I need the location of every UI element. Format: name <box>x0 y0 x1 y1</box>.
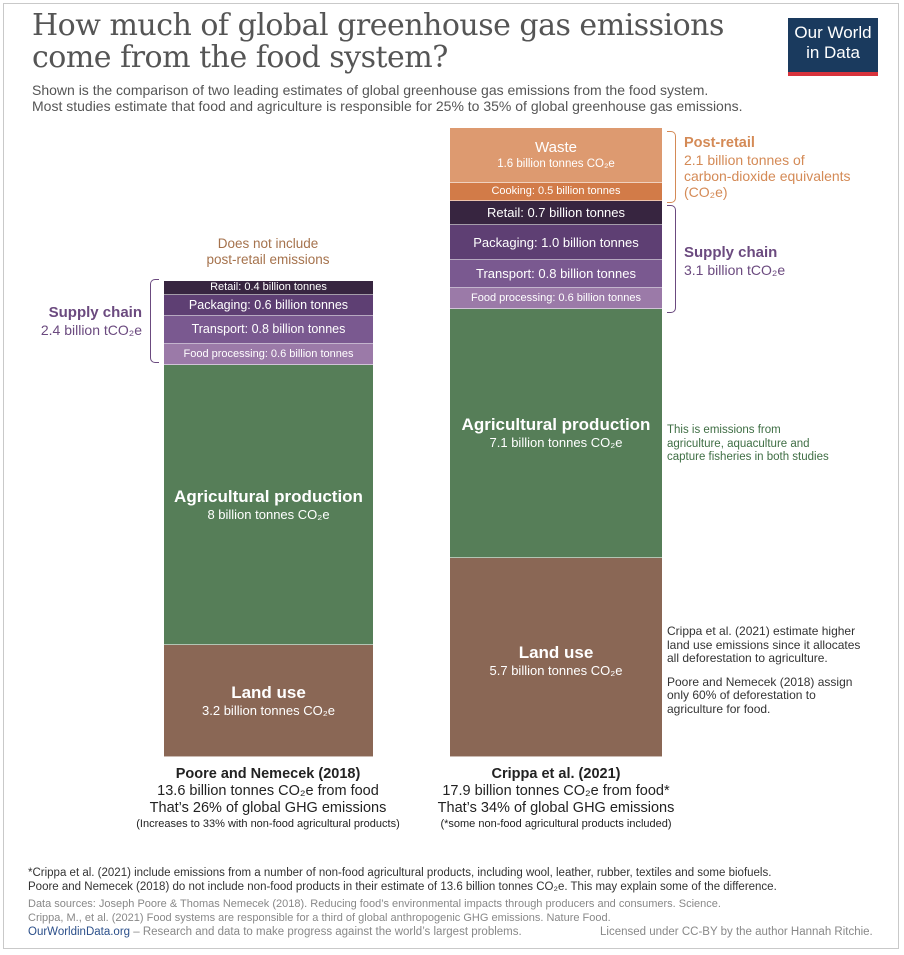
segment-label: Cooking: 0.5 billion tonnes <box>491 185 621 198</box>
sources-poore: Joseph Poore & Thomas Nemecek (2018). Re… <box>98 898 721 910</box>
bar-caption-crippa-line-3: (*some non-food agricultural products in… <box>440 818 672 830</box>
right-supply-chain-title: Supply chain <box>684 244 778 261</box>
bar-caption-crippa-name: Crippa et al. (2021) <box>491 766 621 782</box>
bar-segment-food-processing: Food processing: 0.6 billion tonnes <box>164 344 373 366</box>
land-use-note-2-line-1: Poore and Nemecek (2018) assign <box>667 674 853 689</box>
segment-value-label: 8 billion tonnes CO₂e <box>207 506 330 522</box>
site-link[interactable]: OurWorldinData.org <box>28 926 131 938</box>
segment-value-label: 5.7 billion tonnes CO₂e <box>489 662 623 678</box>
left-supply-chain-brace <box>150 279 159 363</box>
segment-label: Packaging: 0.6 billion tonnes <box>188 297 349 312</box>
right-supply-chain-brace <box>667 205 676 313</box>
segment-title: Land use <box>231 682 306 702</box>
post-retail-brace <box>667 131 676 203</box>
segment-label: Food processing: 0.6 billion tonnes <box>183 347 354 360</box>
no-post-retail-line-2: post-retail emissions <box>206 252 330 267</box>
segment-title: Waste <box>535 138 577 156</box>
right-supply-chain-value: 3.1 billion tCO₂e <box>684 262 786 278</box>
footer-sources-2: Crippa, M., et al. (2021) Food systems a… <box>28 912 611 924</box>
bar-caption-poore: Poore and Nemecek (2018) 13.6 billion to… <box>110 766 426 831</box>
logo-red-bar <box>788 72 878 76</box>
site-tagline: – Research and data to make progress aga… <box>130 926 522 938</box>
bar-segment-food-processing: Food processing: 0.6 billion tonnes <box>450 288 662 310</box>
owid-logo[interactable]: Our World in Data <box>788 18 878 76</box>
bar-caption-poore-line-2: That’s 26% of global GHG emissions <box>149 800 387 816</box>
left-supply-chain-value: 2.4 billion tCO₂e <box>40 322 142 338</box>
bar-segment-transport: Transport: 0.8 billion tonnes <box>450 260 662 289</box>
bar-segment-transport: Transport: 0.8 billion tonnes <box>164 316 373 345</box>
segment-title: Land use <box>518 642 594 662</box>
agri-note-line-3: capture fisheries in both studies <box>667 451 829 463</box>
bar-segment-packaging: Packaging: 0.6 billion tonnes <box>164 295 373 317</box>
logo-line-1: Our World <box>794 23 872 42</box>
logo-line-2: in Data <box>806 43 860 62</box>
bar-caption-crippa-line-1: 17.9 billion tonnes CO₂e from food* <box>442 783 670 799</box>
bar-segment-agricultural: Agricultural production 8 billion tonnes … <box>164 365 373 646</box>
segment-label: Transport: 0.8 billion tonnes <box>476 266 636 282</box>
subtitle-line-1: Shown is the comparison of two leading e… <box>32 82 709 98</box>
footer-note-1: *Crippa et al. (2021) include emissions … <box>28 867 772 879</box>
agri-production-note: This is emissions from agriculture, aqua… <box>667 424 887 465</box>
figure-frame <box>3 3 899 949</box>
land-use-note-2-line-2: only 60% of deforestation to <box>667 688 816 702</box>
bar-caption-poore-name: Poore and Nemecek (2018) <box>175 766 361 782</box>
footer-sources-1: Data sources: Joseph Poore & Thomas Neme… <box>28 897 721 911</box>
land-use-note-1-line-1: Crippa et al. (2021) estimate higher <box>667 624 856 638</box>
bar-segment-land-use: Land use 3.2 billion tonnes CO₂e <box>164 645 373 757</box>
subtitle-line-2: Most studies estimate that food and agri… <box>32 98 743 114</box>
segment-value-label: 7.1 billion tonnes CO₂e <box>489 435 623 451</box>
sources-prefix: Data sources: <box>28 898 99 910</box>
bar-segment-cooking: Cooking: 0.5 billion tonnes <box>450 183 662 201</box>
agri-note-line-2: agriculture, aquaculture and <box>667 437 810 450</box>
license-text[interactable]: Licensed under CC-BY by the author Hanna… <box>600 926 873 938</box>
bar-caption-crippa: Crippa et al. (2021) 17.9 billion tonnes… <box>400 766 712 831</box>
bar-segment-retail: Retail: 0.4 billion tonnes <box>164 281 373 296</box>
footer-note-2: Poore and Nemecek (2018) do not include … <box>28 881 777 893</box>
segment-label: Packaging: 1.0 billion tonnes <box>473 234 639 250</box>
post-retail-title: Post-retail <box>684 135 755 151</box>
land-use-note-1-line-2: land use emissions since it allocates <box>667 637 861 652</box>
left-supply-chain-label: Supply chain 2.4 billion tCO₂e <box>12 304 142 339</box>
segment-title: Agricultural production <box>174 486 363 506</box>
bar-segment-agricultural: Agricultural production 7.1 billion tonne… <box>450 309 662 558</box>
no-post-retail-line-1: Does not include <box>217 236 319 251</box>
land-use-note-1-line-3: all deforestation to agriculture. <box>667 651 828 665</box>
segment-title: Agricultural production <box>461 415 651 435</box>
bar-caption-crippa-line-2: That’s 34% of global GHG emissions <box>437 800 675 816</box>
bar-segment-packaging: Packaging: 1.0 billion tonnes <box>450 225 662 261</box>
bar-segment-waste: Waste 1.6 billion tonnes CO₂e <box>450 127 662 184</box>
left-supply-chain-title: Supply chain <box>48 304 142 321</box>
segment-label: Food processing: 0.6 billion tonnes <box>471 291 641 304</box>
land-use-note: Crippa et al. (2021) estimate higher lan… <box>667 624 897 716</box>
segment-label: Retail: 0.7 billion tonnes <box>486 205 626 221</box>
post-retail-line-2: carbon-dioxide equivalents <box>684 168 851 184</box>
chart-title: How much of global greenhouse gas emissi… <box>32 8 724 75</box>
no-post-retail-note: Does not include post-retail emissions <box>188 236 348 268</box>
land-use-note-2-line-3: agriculture for food. <box>667 701 771 716</box>
chart-subtitle: Shown is the comparison of two leading e… <box>32 82 852 114</box>
segment-label: Transport: 0.8 billion tonnes <box>191 322 346 337</box>
segment-value-label: 3.2 billion tonnes CO₂e <box>202 702 335 718</box>
post-retail-line-3: (CO₂e) <box>684 184 728 200</box>
segment-value-label: 1.6 billion tonnes CO₂e <box>497 157 615 170</box>
post-retail-line-1: 2.1 billion tonnes of <box>684 152 805 168</box>
bar-caption-poore-line-1: 13.6 billion tonnes CO₂e from food <box>157 783 379 799</box>
bar-segment-retail: Retail: 0.7 billion tonnes <box>450 200 662 226</box>
right-supply-chain-label: Supply chain 3.1 billion tCO₂e <box>684 244 884 279</box>
agri-note-line-1: This is emissions from <box>667 424 781 436</box>
segment-label: Retail: 0.4 billion tonnes <box>210 281 327 294</box>
footer-site-line: OurWorldinData.org – Research and data t… <box>28 925 522 939</box>
bar-segment-land-use: Land use 5.7 billion tonnes CO₂e <box>450 557 662 757</box>
post-retail-label: Post-retail 2.1 billion tonnes of carbon… <box>684 135 894 200</box>
bar-caption-poore-line-3: (Increases to 33% with non-food agricult… <box>136 818 400 830</box>
